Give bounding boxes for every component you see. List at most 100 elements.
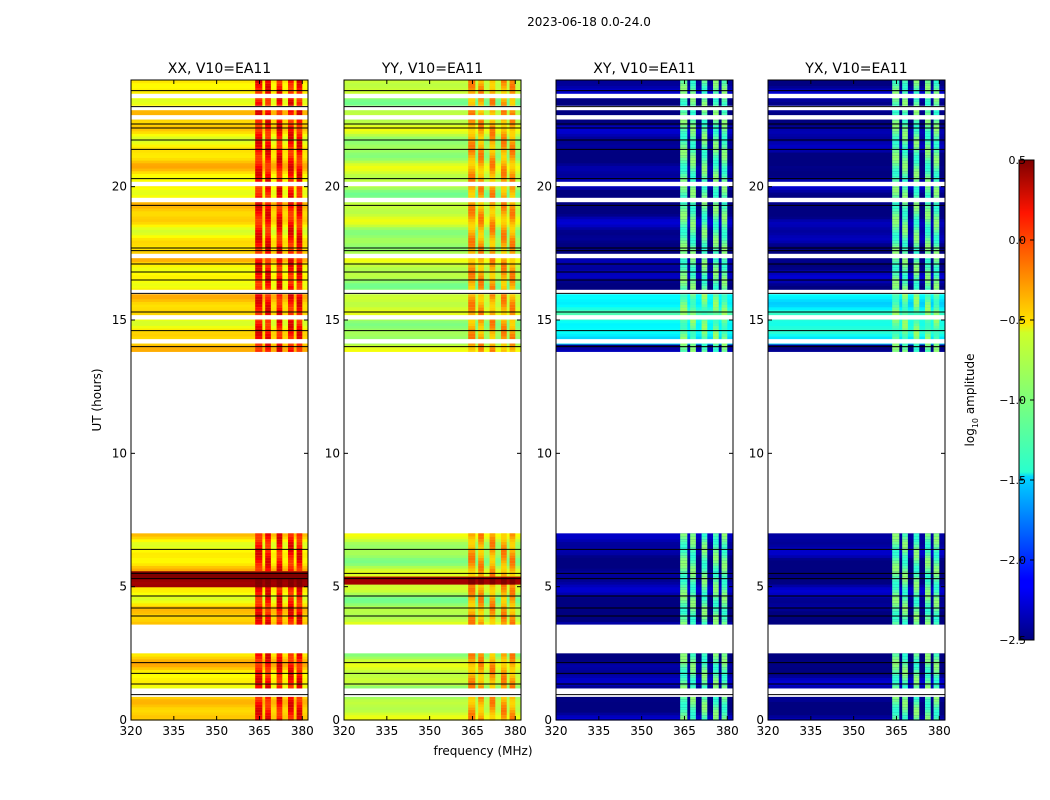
heatmap-band-cell <box>721 98 728 102</box>
heatmap-band-cell <box>288 277 294 281</box>
heatmap-band-cell <box>276 677 283 681</box>
heatmap-band-cell <box>701 320 708 324</box>
heatmap-cells <box>344 80 521 721</box>
heatmap-band-cell <box>690 573 696 577</box>
heatmap-band-cell <box>913 309 920 313</box>
heatmap-band-cell <box>680 136 688 140</box>
heatmap-row-cell <box>344 154 521 158</box>
heatmap-band-cell <box>925 586 931 590</box>
heatmap-band-cell <box>713 226 719 230</box>
heatmap-band-cell <box>255 296 263 300</box>
heatmap-band-cell <box>701 266 708 270</box>
heatmap-band-cell <box>925 536 931 540</box>
heatmap-band-cell <box>478 210 484 214</box>
heatmap-row-cell <box>768 322 945 326</box>
heatmap-band-cell <box>913 232 920 236</box>
heatmap-band-cell <box>501 312 507 316</box>
heatmap-band-cell <box>265 597 271 601</box>
heatmap-band-cell <box>288 656 294 660</box>
heatmap-band-cell <box>701 584 708 588</box>
heatmap-row-cell <box>344 613 521 617</box>
heatmap-band-cell <box>902 178 908 182</box>
heatmap-band-cell <box>509 210 516 214</box>
heatmap-band-cell <box>902 258 908 262</box>
heatmap-row-cell <box>556 112 733 116</box>
heatmap-band-cell <box>478 216 484 220</box>
heatmap-band-cell <box>701 186 708 190</box>
heatmap-row-cell <box>344 346 521 350</box>
heatmap-band-cell <box>913 560 920 564</box>
heatmap-band-cell <box>288 109 294 113</box>
heatmap-band-cell <box>288 589 294 593</box>
heatmap-band-cell <box>913 288 920 292</box>
heatmap-band-cell <box>690 578 696 582</box>
heatmap-band-cell <box>276 701 283 705</box>
heatmap-band-cell <box>680 602 688 606</box>
heatmap-band-cell <box>902 656 908 660</box>
heatmap-band-cell <box>501 192 507 196</box>
heatmap-band-cell <box>933 536 940 540</box>
heatmap-band-cell <box>288 602 294 606</box>
heatmap-band-cell <box>902 168 908 172</box>
heatmap-band-cell <box>501 210 507 214</box>
heatmap-band-cell <box>489 714 496 718</box>
heatmap-band-cell <box>509 282 516 286</box>
heatmap-band-cell <box>933 344 940 348</box>
heatmap-band-cell <box>478 701 484 705</box>
heatmap-band-cell <box>713 229 719 233</box>
heatmap-band-cell <box>489 549 496 553</box>
heatmap-band-cell <box>489 589 496 593</box>
heatmap-row-cell <box>556 704 733 708</box>
heatmap-band-cell <box>288 112 294 116</box>
heatmap-band-cell <box>468 538 476 542</box>
heatmap-band-cell <box>468 298 476 302</box>
heatmap-band-cell <box>296 154 303 158</box>
heatmap-band-cell <box>680 218 688 222</box>
heatmap-band-cell <box>892 293 900 297</box>
heatmap-band-cell <box>892 709 900 713</box>
heatmap-band-cell <box>265 240 271 244</box>
heatmap-band-cell <box>478 328 484 332</box>
heatmap-row-cell <box>556 552 733 556</box>
heatmap-band-cell <box>265 600 271 604</box>
heatmap-band-cell <box>276 208 283 212</box>
heatmap-band-cell <box>690 536 696 540</box>
heatmap-row-cell <box>768 98 945 102</box>
heatmap-band-cell <box>713 173 719 177</box>
heatmap-row-cell <box>131 274 308 278</box>
heatmap-row-cell <box>344 202 521 206</box>
heatmap-band-cell <box>288 557 294 561</box>
heatmap-band-cell <box>913 101 920 105</box>
heatmap-band-cell <box>501 328 507 332</box>
heatmap-row-cell <box>768 218 945 222</box>
heatmap-band-cell <box>902 312 908 316</box>
heatmap-band-cell <box>701 218 708 222</box>
heatmap-band-cell <box>913 293 920 297</box>
heatmap-band-cell <box>296 146 303 150</box>
heatmap-band-cell <box>265 104 271 108</box>
heatmap-band-cell <box>690 240 696 244</box>
heatmap-band-cell <box>713 333 719 337</box>
heatmap-band-cell <box>478 234 484 238</box>
heatmap-band-cell <box>265 120 271 124</box>
heatmap-band-cell <box>721 104 728 108</box>
heatmap-band-cell <box>913 133 920 137</box>
heatmap-band-cell <box>721 704 728 708</box>
heatmap-band-cell <box>468 213 476 217</box>
heatmap-band-cell <box>265 349 271 353</box>
heatmap-band-cell <box>265 608 271 612</box>
heatmap-row-cell <box>344 701 521 705</box>
heatmap-band-cell <box>690 82 696 86</box>
heatmap-band-cell <box>478 584 484 588</box>
heatmap-row-cell <box>131 125 308 129</box>
heatmap-band-cell <box>265 536 271 540</box>
heatmap-band-cell <box>276 269 283 273</box>
heatmap-band-cell <box>902 578 908 582</box>
heatmap-band-cell <box>288 104 294 108</box>
heatmap-band-cell <box>276 237 283 241</box>
heatmap-band-cell <box>721 221 728 225</box>
heatmap-band-cell <box>265 544 271 548</box>
heatmap-band-cell <box>913 658 920 662</box>
heatmap-band-cell <box>701 242 708 246</box>
heatmap-band-cell <box>255 336 263 340</box>
